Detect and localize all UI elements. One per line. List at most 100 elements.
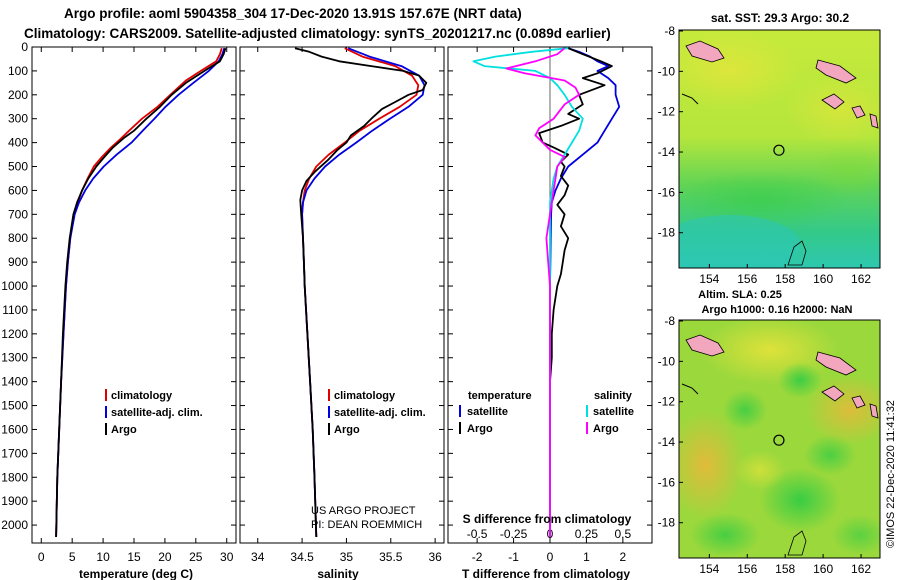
depth-tick-label: 100 (8, 64, 28, 78)
x-tick-label: 20 (158, 550, 172, 564)
sst-map: sat. SST: 29.3 Argo: 30.2 -8 -10 -12 -14 -16… (658, 11, 881, 286)
depth-tick-label: 1500 (1, 399, 28, 413)
sla-map-frame (678, 319, 881, 559)
x-tick-label: 5 (69, 550, 76, 564)
sst-map-frame (678, 29, 881, 269)
legend-label-satellite: satellite-adj. clim. (334, 407, 426, 419)
legend-title-temperature: temperature (468, 390, 532, 402)
depth-tick-label: 600 (8, 183, 28, 197)
depth-tick-label: 900 (8, 255, 28, 269)
sla-map-axes: -8 -10 -12 -14 -16 -18 154 156 158 160 162 (658, 314, 872, 576)
depth-tick-label: 800 (8, 231, 28, 245)
credit-pi: PI: DEAN ROEMMICH (311, 519, 422, 531)
x-tick-label: 0 (547, 550, 554, 564)
depth-tick-label: 2000 (1, 518, 28, 532)
lon-tick-label: 154 (699, 562, 719, 576)
depth-tick-label: 300 (8, 112, 28, 126)
series-argo (294, 47, 428, 538)
legend-label-satellite: satellite-adj. clim. (111, 407, 203, 419)
lat-tick-label: -14 (658, 145, 676, 159)
s-difference-label: S difference from climatology (463, 512, 632, 526)
island-icon (821, 385, 845, 402)
lat-tick-label: -16 (658, 185, 676, 199)
coast-icon (681, 93, 699, 105)
lon-tick-label: 156 (737, 562, 757, 576)
island-icon (815, 351, 857, 376)
lat-tick-label: -18 (658, 226, 676, 240)
depth-tick-label: 1800 (1, 470, 28, 484)
series-satellite-adj-clim (301, 47, 426, 538)
s-diff-tick-label: -0.25 (500, 527, 528, 541)
sla-map-subtitle: Argo h1000: 0.16 h2000: NaN (701, 304, 852, 316)
legend-title-salinity: salinity (594, 390, 633, 402)
x-tick-label: 1 (583, 550, 590, 564)
sst-map-axes: -8 -10 -12 -14 -16 -18 154 156 158 160 162 (658, 24, 872, 286)
x-tick-label: 30 (220, 550, 234, 564)
depth-tick-label: 500 (8, 160, 28, 174)
lon-tick-label: 156 (737, 272, 757, 286)
x-tick-label: 10 (96, 550, 110, 564)
reef-outline-icon (787, 240, 807, 266)
depth-tick-label: 1600 (1, 422, 28, 436)
figure-title: Argo profile: aoml 5904358_304 17-Dec-20… (64, 6, 522, 21)
legend-label-climatology: climatology (334, 390, 396, 402)
x-tick-label: 34.5 (290, 550, 314, 564)
island-icon (851, 395, 866, 409)
credit-project: US ARGO PROJECT (311, 505, 416, 517)
island-icon (685, 334, 725, 357)
legend-label-sal-argo: Argo (593, 423, 619, 435)
depth-tick-label: 400 (8, 136, 28, 150)
profile-location-marker (773, 144, 785, 156)
lon-tick-label: 158 (775, 562, 795, 576)
legend-label-argo: Argo (111, 424, 137, 436)
lon-tick-label: 160 (813, 272, 833, 286)
sla-map-title: Altim. SLA: 0.25 (698, 289, 782, 301)
temperature-plot-frame (31, 46, 237, 544)
series-climatology (301, 47, 420, 538)
sla-map-field (679, 320, 880, 558)
island-icon (821, 93, 845, 110)
legend-label-temp-argo: Argo (467, 423, 493, 435)
x-tick-label: 15 (127, 550, 141, 564)
island-icon (869, 403, 879, 419)
depth-tick-label: 1900 (1, 494, 28, 508)
legend-label-climatology: climatology (111, 390, 173, 402)
x-tick-label: -2 (472, 550, 483, 564)
lat-tick-label: -12 (658, 105, 676, 119)
depth-tick-label: 1100 (2, 303, 28, 317)
salinity-plot-frame (239, 46, 445, 544)
island-icon (685, 40, 725, 63)
figure-subtitle: Climatology: CARS2009. Satellite-adjuste… (24, 26, 611, 41)
series-temperature-satellite (549, 47, 621, 537)
lat-tick-label: -12 (658, 395, 676, 409)
depth-axis: 0 100 200 300 400 500 600 700 800 900 1000 1100 1200… (1, 40, 652, 532)
lat-tick-label: -8 (664, 24, 675, 38)
salinity-legend: climatology satellite-adj. clim. Argo US… (311, 389, 426, 531)
depth-tick-label: 1300 (1, 351, 28, 365)
x-tick-label: 25 (189, 550, 203, 564)
series-salinity-satellite (472, 47, 584, 537)
lat-tick-label: -16 (658, 475, 676, 489)
profile-location-marker (773, 434, 785, 446)
x-tick-label: -1 (508, 550, 519, 564)
salinity-xlabel: salinity (317, 567, 359, 580)
depth-tick-label: 1700 (1, 446, 28, 460)
depth-tick-label: 1400 (1, 375, 28, 389)
temperature-series (55, 47, 227, 538)
reef-outline-icon (787, 530, 807, 556)
lon-tick-label: 162 (851, 562, 871, 576)
temperature-x-axis: 0 5 10 15 20 25 30 (38, 47, 234, 564)
island-icon (815, 59, 857, 84)
lat-tick-label: -10 (658, 354, 676, 368)
difference-xlabel: T difference from climatology (462, 567, 630, 580)
legend-label-argo: Argo (334, 424, 360, 436)
lon-tick-label: 162 (851, 272, 871, 286)
difference-series (472, 47, 621, 537)
depth-tick-label: 1000 (1, 279, 28, 293)
depth-tick-label: 200 (8, 88, 28, 102)
lat-tick-label: -8 (664, 314, 675, 328)
x-tick-label: 34 (251, 550, 265, 564)
sst-map-field (679, 30, 880, 268)
sla-map: Altim. SLA: 0.25 Argo h1000: 0.16 h2000:… (658, 289, 881, 576)
s-diff-tick-label: 0.25 (575, 527, 599, 541)
